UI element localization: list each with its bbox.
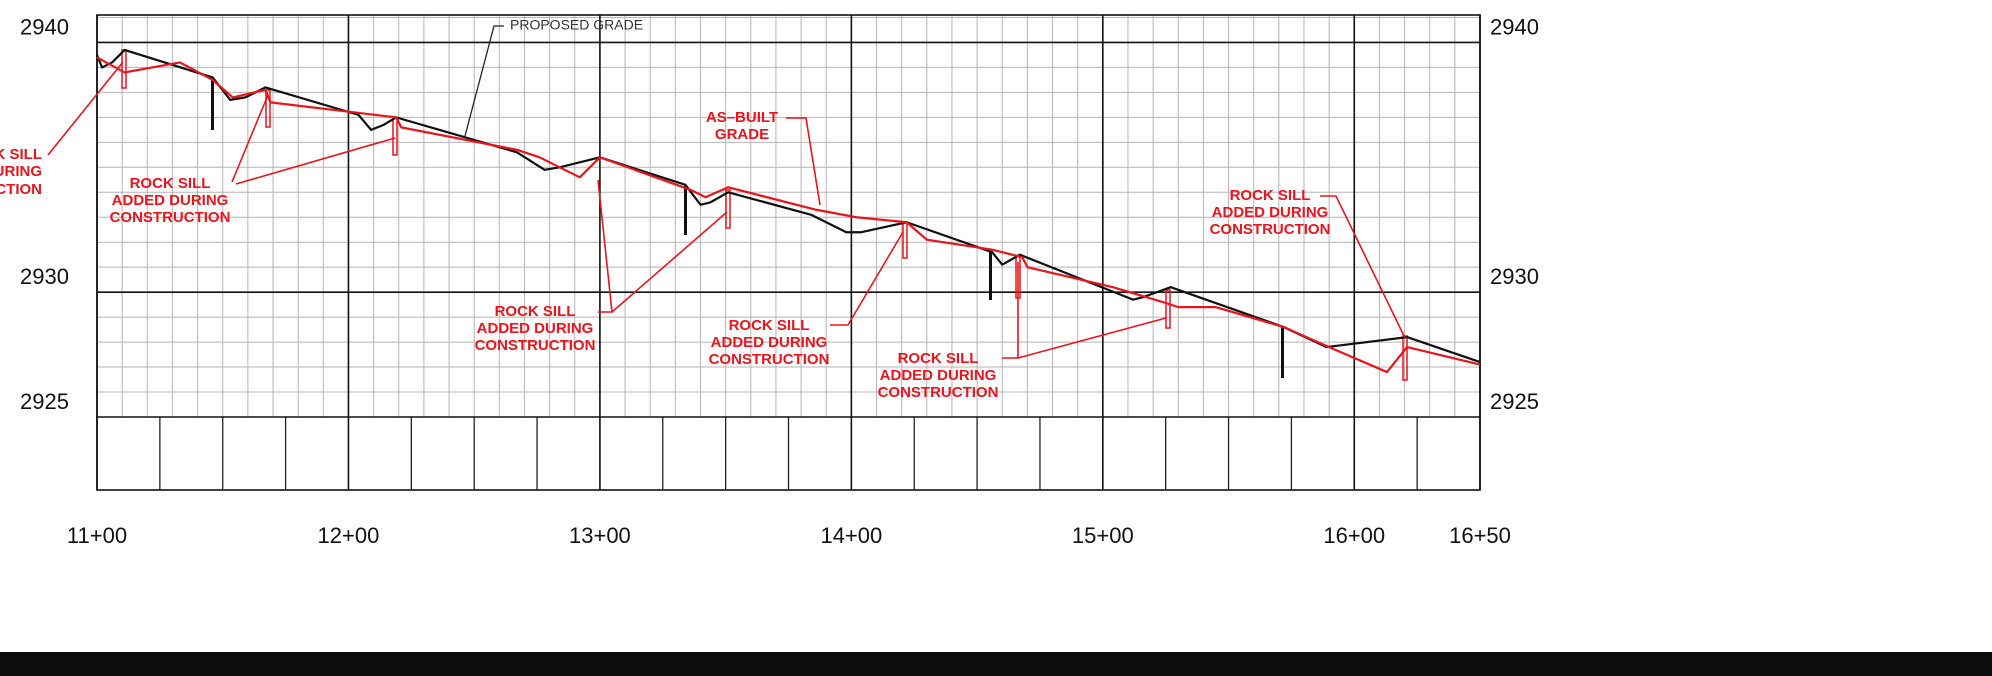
rock-sill [725,189,731,229]
annotation: CONSTRUCTION [709,351,830,368]
x-tick-label: 16+50 [1449,523,1511,548]
annotation: ROCK SILL [495,303,576,320]
grade-line [96,56,1481,374]
annotation: ROCK SILL [898,350,979,367]
annotation: ADDED DURING [1212,204,1329,221]
leader [611,211,728,313]
drop-structure [684,185,687,235]
annotation: UCTION [0,181,42,198]
y-tick-label-right: 2940 [1490,14,1539,39]
annotations: PROPOSED GRADE AS–BUILT GRADE CK SILL DU… [0,17,1330,401]
y-tick-label: 2925 [20,389,69,414]
leaders [47,25,1406,359]
x-tick-label: 13+00 [569,523,631,548]
x-tick-label: 16+00 [1323,523,1385,548]
drop-structure [989,252,992,300]
grade-line [95,48,1481,364]
rock-sill [1402,335,1408,381]
rock-sill [1165,289,1171,329]
y-tick-label: 2930 [20,264,69,289]
annotation: ADDED DURING [477,320,594,337]
x-tick-label: 15+00 [1072,523,1134,548]
annotation: GRADE [715,126,769,143]
annotation: CONSTRUCTION [110,209,231,226]
annotation: CONSTRUCTION [1210,221,1331,238]
x-tick-label: 11+00 [67,523,127,548]
annotation: ADDED DURING [711,334,828,351]
drop-structure [1281,327,1284,378]
annotation: CONSTRUCTION [475,337,596,354]
bottom-band [0,652,1992,676]
annotation: PROPOSED GRADE [510,17,643,33]
annotation: DURING [0,163,42,180]
leader [1320,195,1406,339]
annotation: ADDED DURING [112,192,229,209]
annotation: AS–BUILT [706,109,778,126]
leader [830,231,904,326]
annotation: ROCK SILL [1230,187,1311,204]
grade-lines [95,48,1481,374]
y-tick-label: 2940 [20,14,69,39]
leader [786,117,821,206]
leader [464,25,504,137]
annotation: CK SILL [0,146,42,163]
y-tick-label-right: 2930 [1490,264,1539,289]
y-tick-label-right: 2925 [1490,389,1539,414]
rock-sill [265,89,271,128]
leader [1017,317,1167,359]
annotation: CONSTRUCTION [878,384,999,401]
x-tick-label: 14+00 [820,523,882,548]
leader [231,94,269,183]
plot-frame [96,14,1481,491]
leader [47,61,124,156]
x-tick-label: 12+00 [318,523,380,548]
drop-structure [211,78,214,130]
sill-structures [121,49,1408,381]
grid: 11+00 12+00 13+00 14+00 15+00 16+00 16+50 2925 2… [20,14,1539,548]
annotation: ROCK SILL [729,317,810,334]
annotation: ROCK SILL [130,175,211,192]
annotation: ADDED DURING [880,367,997,384]
leader [235,137,396,185]
